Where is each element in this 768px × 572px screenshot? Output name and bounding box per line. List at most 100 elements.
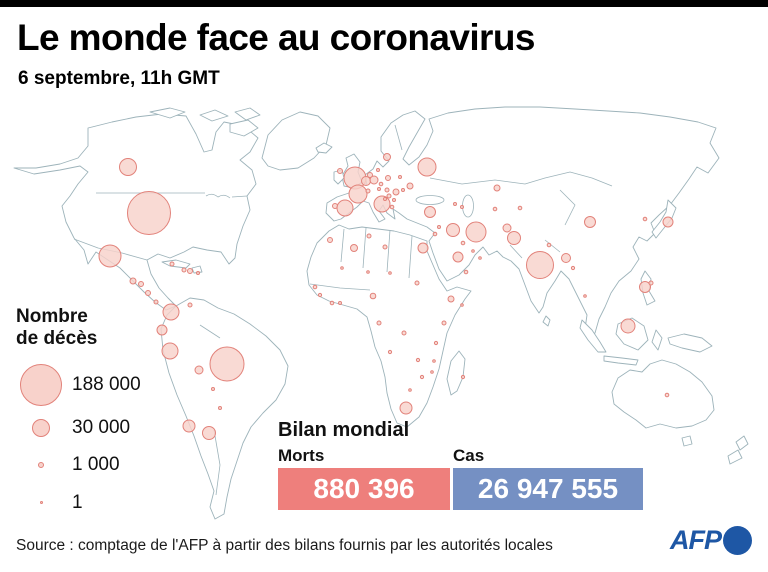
death-bubble bbox=[338, 301, 342, 305]
death-bubble bbox=[526, 251, 554, 279]
death-bubble bbox=[478, 256, 482, 260]
death-bubble bbox=[452, 251, 464, 263]
top-bar bbox=[0, 0, 768, 7]
death-bubble bbox=[492, 206, 498, 212]
legend-title: Nombre de décès bbox=[16, 306, 186, 351]
death-bubble bbox=[546, 242, 552, 248]
legend-label: 1 000 bbox=[72, 453, 120, 475]
death-bubble bbox=[392, 198, 396, 202]
legend-label: 188 000 bbox=[72, 373, 141, 395]
cases-value: 26 947 555 bbox=[477, 473, 619, 504]
death-bubble bbox=[327, 237, 333, 243]
death-bubble bbox=[392, 188, 400, 196]
death-bubble bbox=[138, 281, 144, 287]
legend-circle bbox=[38, 461, 44, 468]
death-bubble bbox=[156, 324, 168, 336]
death-bubble bbox=[162, 303, 180, 321]
death-bubble bbox=[561, 253, 571, 263]
death-bubble bbox=[424, 206, 436, 218]
death-bubble bbox=[460, 205, 464, 209]
death-bubble bbox=[583, 294, 587, 298]
death-bubble bbox=[463, 269, 469, 275]
deaths-column: Morts 880 396 bbox=[278, 447, 450, 510]
death-bubble bbox=[350, 244, 358, 252]
legend-item: 1 000 bbox=[16, 454, 186, 476]
death-bubble bbox=[648, 280, 654, 286]
cases-value-box: 26 947 555 bbox=[453, 468, 643, 510]
summary-title: Bilan mondial bbox=[278, 419, 410, 441]
death-bubble bbox=[664, 392, 670, 398]
death-bubble bbox=[642, 216, 648, 222]
island-cuba bbox=[161, 259, 191, 269]
death-bubble bbox=[446, 223, 460, 237]
death-bubble bbox=[460, 303, 464, 307]
island-sri-lanka bbox=[542, 315, 551, 327]
death-bubble bbox=[419, 374, 425, 380]
deaths-value: 880 396 bbox=[313, 473, 415, 504]
death-bubble bbox=[401, 188, 405, 192]
death-bubble bbox=[196, 271, 200, 275]
death-bubble bbox=[317, 292, 323, 298]
death-bubble bbox=[399, 401, 413, 415]
island-sumatra bbox=[579, 319, 607, 353]
death-bubble bbox=[460, 374, 466, 380]
island-new-guinea bbox=[667, 333, 713, 353]
death-bubble bbox=[127, 191, 171, 235]
death-bubble bbox=[386, 193, 392, 199]
death-bubble bbox=[493, 184, 501, 192]
death-bubble bbox=[406, 182, 414, 190]
legend-item: 1 bbox=[16, 492, 186, 514]
death-bubble bbox=[432, 359, 436, 363]
island-java bbox=[603, 355, 639, 366]
death-bubble bbox=[218, 406, 222, 410]
deaths-label: Morts bbox=[278, 446, 325, 465]
death-bubble bbox=[465, 221, 487, 243]
death-bubble bbox=[570, 265, 576, 271]
arctic-islands bbox=[149, 107, 261, 137]
death-bubble bbox=[366, 270, 370, 274]
death-bubble bbox=[639, 281, 651, 293]
island-sulawesi bbox=[651, 329, 663, 351]
death-bubble bbox=[369, 292, 377, 300]
island-madagascar bbox=[446, 350, 466, 396]
source-text: Source : comptage de l'AFP à partir des … bbox=[16, 537, 553, 554]
death-bubble bbox=[460, 240, 466, 246]
death-bubble bbox=[329, 300, 335, 306]
death-bubble bbox=[336, 199, 354, 217]
death-bubble bbox=[502, 223, 512, 233]
legend-title-line1: Nombre bbox=[16, 306, 88, 327]
death-bubble bbox=[408, 388, 412, 392]
death-bubble bbox=[471, 249, 475, 253]
legend-circle-cell bbox=[16, 461, 66, 468]
cases-label: Cas bbox=[453, 446, 485, 465]
death-bubble bbox=[433, 340, 439, 346]
death-bubble bbox=[437, 225, 441, 229]
death-bubble bbox=[383, 153, 391, 161]
death-bubble bbox=[169, 261, 175, 267]
death-bubble bbox=[153, 299, 159, 305]
death-bubble bbox=[98, 244, 122, 268]
cases-column: Cas 26 947 555 bbox=[453, 447, 643, 510]
black-sea bbox=[415, 195, 445, 205]
death-bubble bbox=[211, 387, 215, 391]
death-bubble bbox=[517, 205, 523, 211]
global-summary: Bilan mondial Morts 880 396 Cas 26 947 5… bbox=[278, 420, 643, 510]
death-bubble bbox=[119, 158, 137, 176]
death-bubble bbox=[388, 271, 392, 275]
death-bubble bbox=[209, 346, 245, 382]
death-bubble bbox=[415, 357, 421, 363]
death-bubble bbox=[620, 318, 636, 334]
afp-logo-circle-icon bbox=[723, 526, 752, 555]
death-bubble bbox=[378, 181, 384, 187]
death-bubble bbox=[366, 233, 372, 239]
island-hispaniola bbox=[191, 265, 203, 274]
death-bubble bbox=[202, 426, 216, 440]
page-title: Le monde face au coronavirus bbox=[17, 17, 535, 58]
death-bubble bbox=[187, 302, 193, 308]
death-bubble bbox=[387, 349, 393, 355]
legend-item: 30 000 bbox=[16, 417, 186, 439]
legend-circle bbox=[20, 363, 62, 406]
deaths-value-box: 880 396 bbox=[278, 468, 450, 510]
continent-africa bbox=[306, 224, 472, 428]
